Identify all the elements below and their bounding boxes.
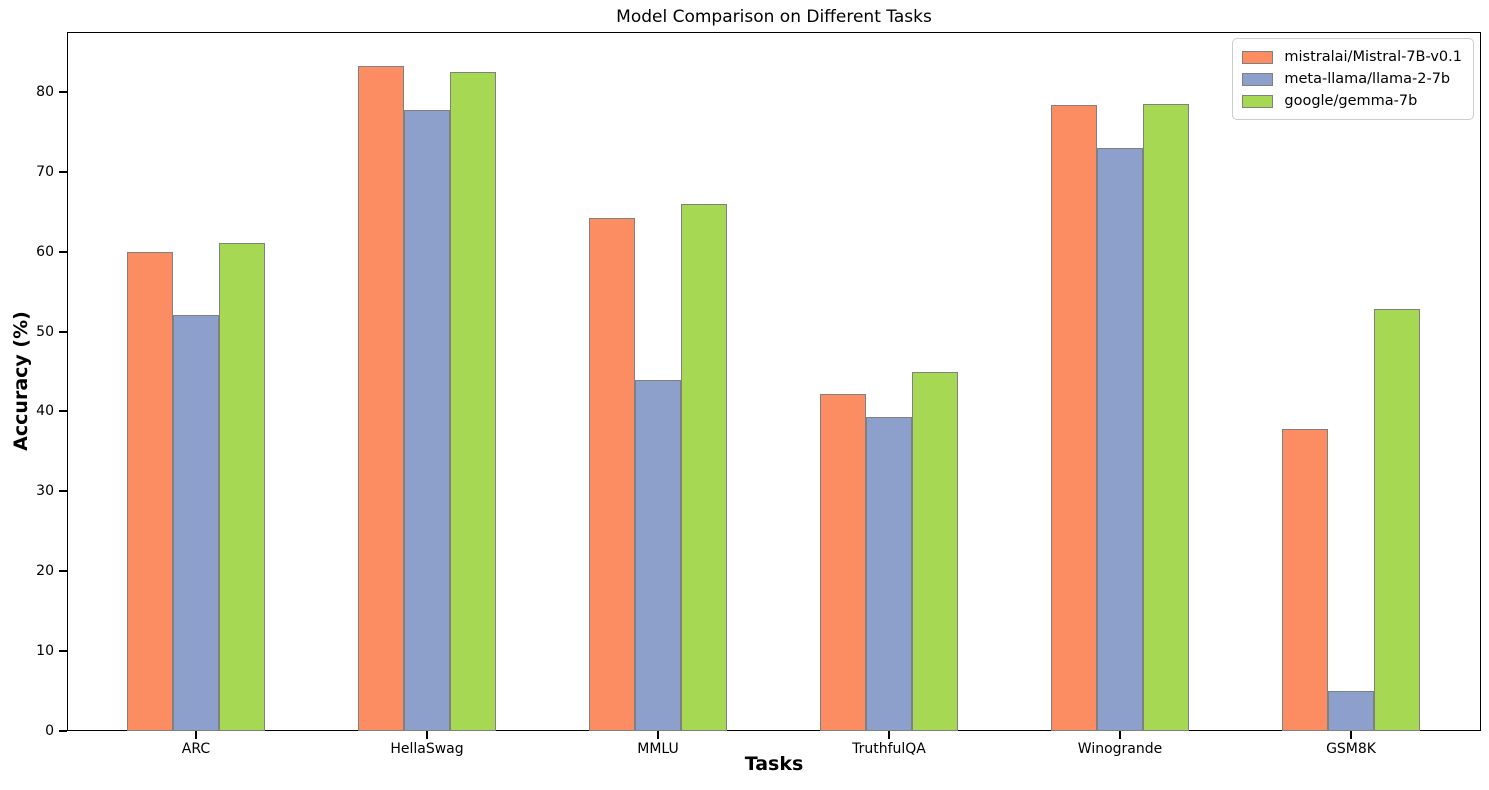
y-tick-label: 40 — [36, 403, 54, 420]
bar — [635, 380, 681, 731]
legend-color-swatch-icon — [1242, 72, 1274, 86]
x-tick — [888, 731, 890, 739]
y-tick — [59, 170, 67, 173]
plot-area — [67, 32, 1481, 731]
y-axis-label: Accuracy (%) — [10, 311, 32, 451]
bar — [404, 110, 450, 731]
x-tick-label: MMLU — [637, 741, 679, 757]
bar — [127, 251, 173, 731]
y-tick-label: 80 — [36, 83, 54, 100]
bar — [1374, 309, 1420, 731]
legend-color-swatch-icon — [1242, 50, 1274, 64]
bar — [450, 71, 496, 731]
bar — [1051, 104, 1097, 731]
x-tick-label: HellaSwag — [390, 741, 464, 757]
y-tick-label: 20 — [36, 563, 54, 580]
legend-layer: mistralai/Mistral-7B-v0.1 meta-llama/llam… — [67, 32, 1481, 731]
y-tick — [59, 730, 67, 732]
chart-title: Model Comparison on Different Tasks — [616, 7, 932, 27]
bars-layer — [67, 32, 1481, 731]
bar — [681, 203, 727, 731]
legend: mistralai/Mistral-7B-v0.1 meta-llama/llam… — [1232, 38, 1474, 120]
y-tick-label: 70 — [36, 163, 54, 180]
axes-ticks-layer: 0 10 20 30 40 50 60 70 80 ARC HellaSwag MMLU Truthfu… — [36, 32, 1481, 757]
legend-label: google/gemma-7b — [1284, 93, 1418, 109]
legend-item: meta-llama/llama-2-7b — [1242, 68, 1462, 90]
x-tick-label: Winogrande — [1077, 741, 1163, 757]
y-tick-label: 30 — [36, 483, 54, 500]
bar — [1328, 691, 1374, 731]
bar — [1143, 103, 1189, 731]
x-axis-label: Tasks — [744, 753, 804, 775]
y-tick — [59, 250, 67, 253]
bar — [589, 218, 635, 731]
y-tick — [59, 570, 67, 573]
bar — [173, 314, 219, 731]
bar — [1097, 147, 1143, 731]
bar — [912, 372, 958, 731]
legend-color-swatch-icon — [1242, 94, 1274, 108]
bar — [866, 417, 912, 731]
bar — [218, 242, 265, 731]
y-tick — [59, 490, 67, 493]
legend-label: meta-llama/llama-2-7b — [1284, 71, 1451, 87]
x-tick — [426, 731, 428, 739]
y-tick-label: 60 — [36, 243, 54, 260]
y-tick — [59, 330, 67, 333]
x-tick — [194, 731, 197, 739]
bar — [1282, 429, 1328, 731]
y-tick-label: 50 — [36, 323, 54, 340]
x-tick — [1350, 731, 1353, 739]
y-tick — [59, 410, 67, 413]
bar — [358, 65, 404, 731]
y-tick-label: 10 — [36, 643, 54, 660]
x-tick-label: ARC — [181, 741, 211, 757]
x-tick-label: TruthfulQA — [852, 741, 926, 757]
y-tick — [59, 650, 67, 653]
y-tick — [59, 90, 67, 93]
legend-label: mistralai/Mistral-7B-v0.1 — [1284, 49, 1462, 65]
x-tick — [1119, 731, 1122, 739]
legend-item: mistralai/Mistral-7B-v0.1 — [1242, 46, 1462, 68]
x-tick — [657, 731, 659, 739]
x-tick-label: GSM8K — [1326, 741, 1376, 757]
bar — [820, 393, 866, 731]
y-tick-label: 0 — [45, 723, 54, 739]
legend-item: google/gemma-7b — [1242, 90, 1462, 112]
